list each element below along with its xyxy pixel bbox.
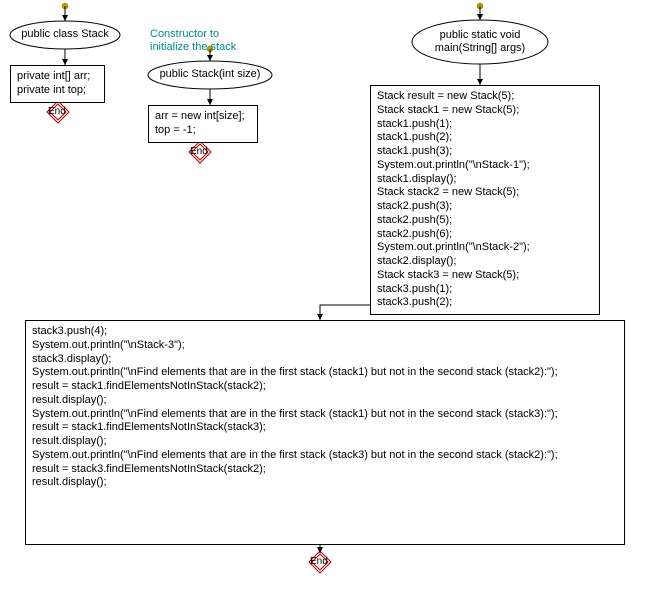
main_ellipse-label: public static void main(String[] args) [416, 22, 544, 62]
ctor_box: arr = new int[size]; top = -1; [148, 105, 258, 143]
end3-label: End [310, 556, 328, 567]
end2-label: End [190, 146, 208, 157]
ctor_comment: Constructor to initialize the stack [150, 28, 236, 54]
class_stack-label: public class Stack [14, 23, 116, 47]
main_box1: Stack result = new Stack(5); Stack stack… [370, 85, 600, 315]
fields_box: private int[] arr; private int top; [10, 65, 105, 103]
end1-label: End [48, 106, 66, 117]
ctor_ellipse-label: public Stack(int size) [152, 63, 268, 87]
main_box2: stack3.push(4); System.out.println("\nSt… [25, 320, 625, 545]
